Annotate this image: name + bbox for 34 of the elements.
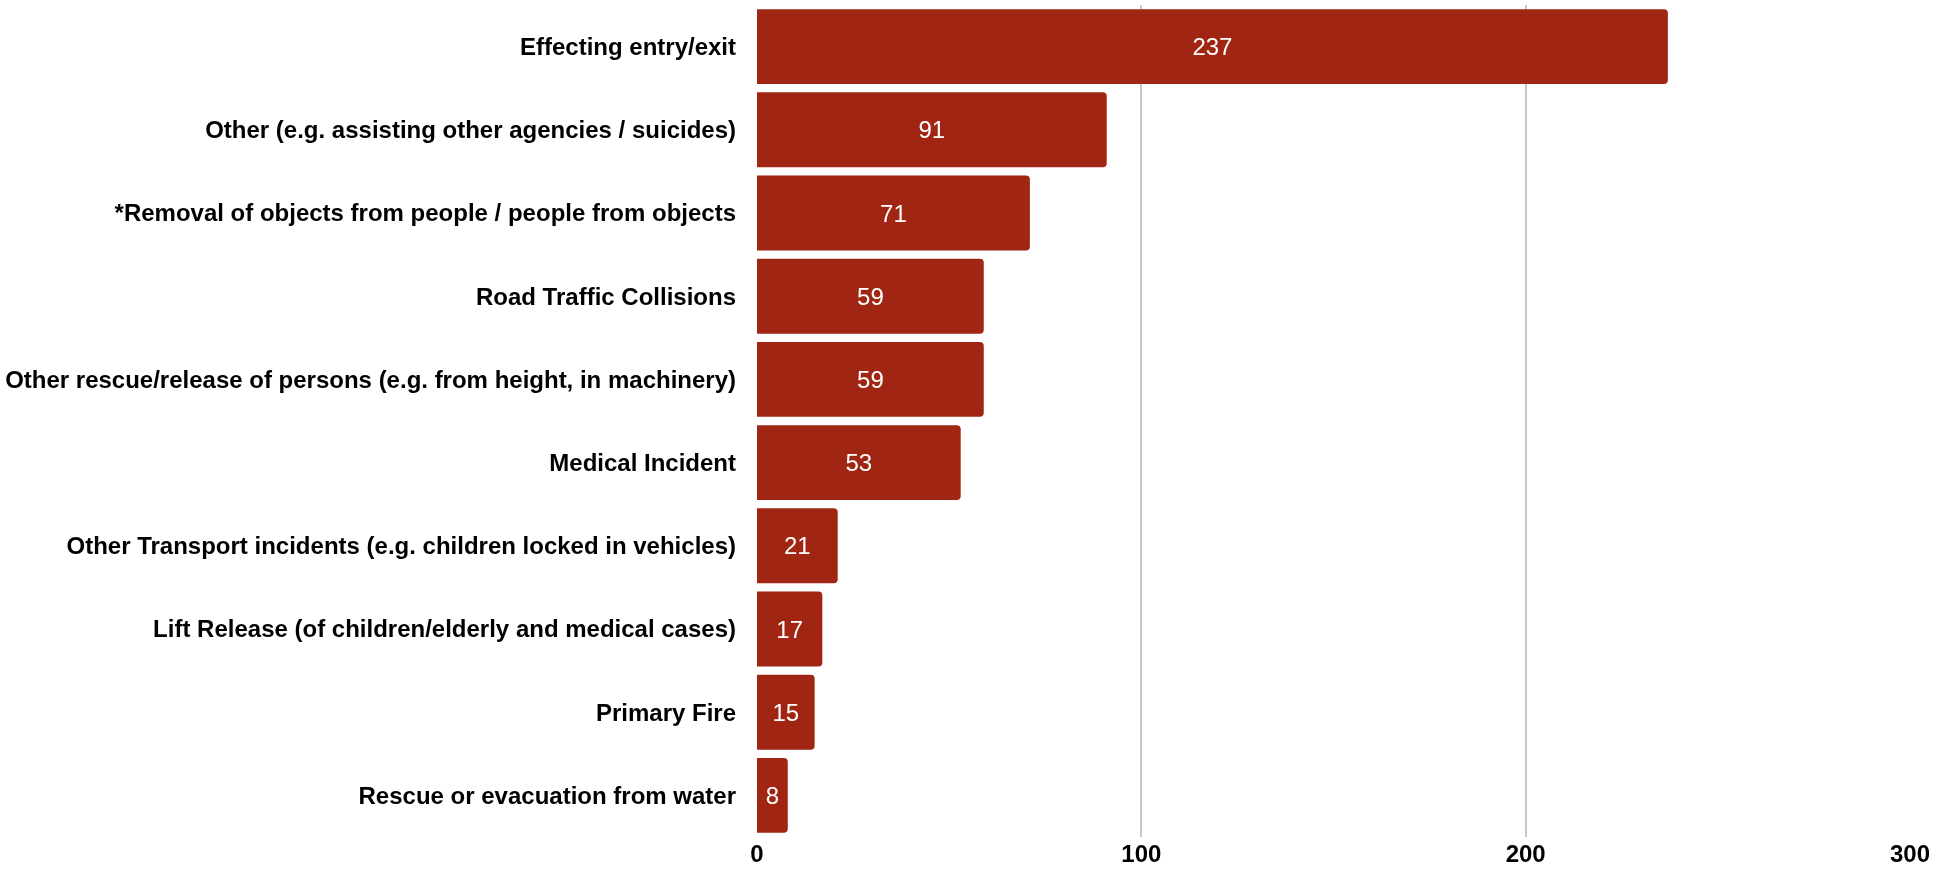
- data-label: 53: [845, 449, 873, 477]
- bar: [757, 508, 838, 584]
- y-tick-label: Lift Release (of children/elderly and medical cases): [153, 615, 736, 643]
- data-label: 71: [880, 199, 907, 227]
- data-label: 59: [857, 365, 884, 393]
- bar: [757, 591, 823, 667]
- bar: [757, 674, 815, 750]
- data-label: 91: [918, 116, 946, 144]
- y-tick-label: Primary Fire: [595, 698, 736, 726]
- y-tick-label: *Removal of objects from people / people from objects: [114, 199, 736, 227]
- x-tick-label: 100: [1121, 840, 1162, 867]
- bar: [757, 425, 961, 501]
- data-label: 59: [857, 282, 884, 310]
- bar: [757, 9, 1668, 85]
- bar: [757, 258, 984, 334]
- y-tick-label: Effecting entry/exit: [519, 33, 737, 60]
- x-tick-label: 0: [750, 840, 764, 867]
- y-tick-label: Other (e.g. assisting other agencies / suicides): [205, 116, 736, 144]
- data-label: 237: [1192, 33, 1233, 61]
- bar: [757, 175, 1030, 251]
- data-label: 21: [784, 532, 811, 560]
- y-tick-label: Medical Incident: [549, 449, 737, 476]
- x-tick-label: 200: [1505, 840, 1546, 867]
- data-label: 15: [772, 698, 800, 726]
- y-tick-label: Other rescue/release of persons (e.g. from height, in machinery): [5, 365, 736, 393]
- y-tick-label: Road Traffic Collisions: [475, 282, 736, 310]
- data-label: 8: [765, 781, 780, 809]
- bar: [757, 757, 788, 833]
- bar: [757, 92, 1107, 168]
- data-label: 17: [776, 615, 804, 643]
- y-tick-label: Other Transport incidents (e.g. children locked in vehicles): [66, 532, 736, 560]
- y-tick-label: Rescue or evacuation from water: [358, 781, 736, 809]
- bar: [757, 341, 984, 417]
- x-tick-label: 300: [1889, 840, 1931, 867]
